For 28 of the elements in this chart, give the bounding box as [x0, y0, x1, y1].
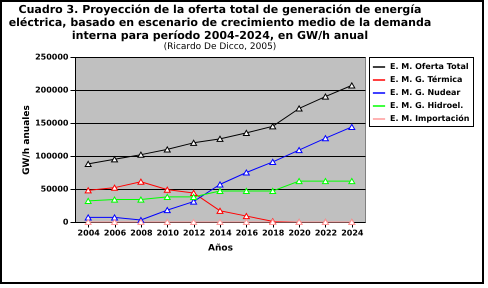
x-tick-label: 2012 — [183, 228, 206, 238]
x-tick-label: 2008 — [130, 228, 153, 238]
x-tick-label: 2010 — [156, 228, 180, 238]
legend-label: E. M. Importación — [390, 114, 470, 123]
x-tick-label: 2004 — [78, 228, 100, 238]
y-tick-label: 250000 — [35, 52, 69, 62]
legend-label: E. M. G. Térmica — [390, 75, 462, 84]
x-tick-label: 2018 — [262, 228, 285, 238]
x-tick-label: 2024 — [341, 228, 364, 238]
text: interna para período 2004-2024, en GW/h anual — [72, 29, 368, 42]
legend-label: E. M. Oferta Total — [390, 62, 469, 71]
x-tick-label: 2016 — [236, 228, 258, 238]
x-tick-label: 2022 — [314, 228, 338, 238]
y-tick-label: 200000 — [35, 86, 69, 94]
legend-label: E. M. G. Hidroel. — [390, 101, 464, 110]
y-tick-label: 150000 — [35, 118, 69, 128]
legend-label: E. M. G. Nudear — [390, 88, 460, 97]
y-tick-label: 100000 — [35, 152, 69, 160]
x-tick-label: 2014 — [209, 228, 232, 238]
y-axis-title: GW/h anuales — [22, 105, 32, 175]
x-tick-label: 2020 — [288, 228, 312, 238]
y-tick-label: 0 — [62, 218, 69, 226]
text: Cuadro 3. Proyección de la oferta total de generación de energía — [18, 3, 422, 16]
x-axis-title: Años — [208, 244, 233, 254]
text: eléctrica, basado en escenario de crecimiento medio de la demanda — [8, 16, 432, 29]
y-tick-label: 50000 — [40, 184, 69, 194]
chart-subtitle: (Ricardo De Dicco, 2005) — [164, 42, 276, 52]
x-tick-label: 2006 — [104, 228, 127, 238]
